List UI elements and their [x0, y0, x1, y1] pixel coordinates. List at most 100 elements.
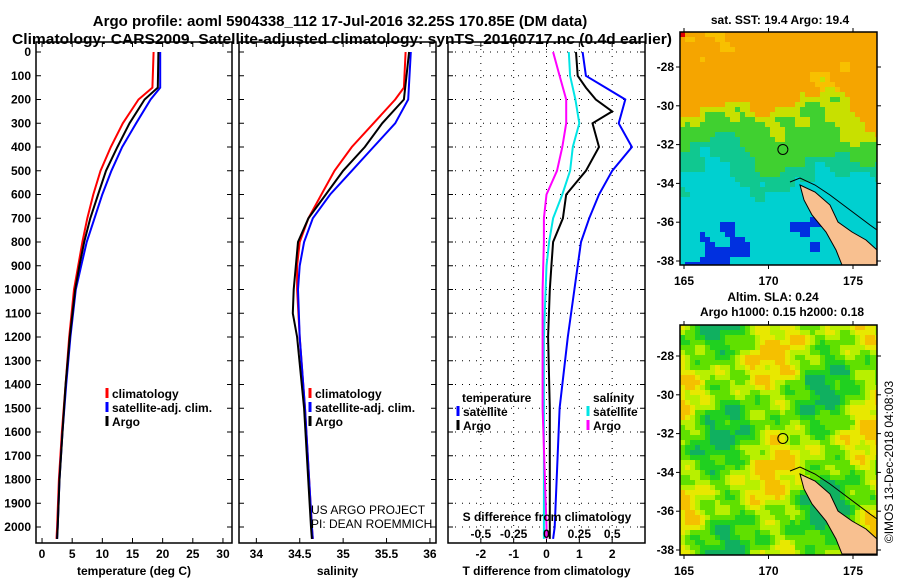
map-cell	[685, 545, 690, 550]
map-cell	[755, 400, 760, 405]
map-cell	[870, 395, 875, 400]
map-cell	[740, 167, 745, 172]
map-cell	[725, 117, 730, 122]
map-cell	[860, 470, 865, 475]
map-cell	[800, 47, 805, 52]
map-cell	[735, 545, 740, 550]
map-cell	[705, 505, 710, 510]
map-cell	[830, 325, 835, 330]
map-cell	[780, 390, 785, 395]
map-cell	[800, 345, 805, 350]
map-cell	[865, 137, 870, 142]
map-cell	[845, 395, 850, 400]
map-cell	[710, 415, 715, 420]
map-cell	[780, 162, 785, 167]
map-cell	[835, 485, 840, 490]
map-cell	[750, 82, 755, 87]
map-cell	[690, 405, 695, 410]
map-cell	[725, 72, 730, 77]
map-cell	[765, 460, 770, 465]
map-cell	[830, 112, 835, 117]
y-tick-label: 700	[11, 211, 31, 225]
map-cell	[770, 182, 775, 187]
map-cell	[840, 62, 845, 67]
map-cell	[730, 445, 735, 450]
map-cell	[785, 545, 790, 550]
map-cell	[775, 77, 780, 82]
map-cell	[800, 465, 805, 470]
map-cell	[875, 500, 877, 505]
map-cell	[855, 102, 860, 107]
map-cell	[815, 132, 820, 137]
map-cell	[805, 82, 810, 87]
map-cell	[805, 340, 810, 345]
map-cell	[705, 405, 710, 410]
map-cell	[835, 480, 840, 485]
map-cell	[805, 400, 810, 405]
map-cell	[725, 157, 730, 162]
map-cell	[745, 460, 750, 465]
map-cell	[700, 500, 705, 505]
map-cell	[870, 520, 875, 525]
map-cell	[870, 340, 875, 345]
map-cell	[855, 400, 860, 405]
map-cell	[680, 192, 685, 197]
map-cell	[835, 127, 840, 132]
map-cell	[825, 430, 830, 435]
map-cell	[770, 515, 775, 520]
map-cell	[695, 62, 700, 67]
map-cell	[755, 57, 760, 62]
map-cell	[830, 430, 835, 435]
map-cell	[785, 52, 790, 57]
map-cell	[685, 52, 690, 57]
map-cell	[815, 395, 820, 400]
map-cell	[875, 410, 877, 415]
map-cell	[840, 490, 845, 495]
map-cell	[825, 162, 830, 167]
map-cell	[715, 142, 720, 147]
map-cell	[865, 470, 870, 475]
map-cell	[875, 157, 877, 162]
map-cell	[805, 247, 810, 252]
x-tick-label: 10	[96, 547, 110, 561]
map-cell	[755, 132, 760, 137]
map-cell	[800, 460, 805, 465]
map-cell	[695, 222, 700, 227]
map-cell	[840, 400, 845, 405]
map-cell	[845, 62, 850, 67]
map-cell	[760, 62, 765, 67]
map-cell	[810, 32, 815, 37]
map-cell	[795, 167, 800, 172]
map-cell	[840, 72, 845, 77]
map-cell	[775, 535, 780, 540]
map-cell	[825, 390, 830, 395]
map-cell	[785, 77, 790, 82]
map-cell	[865, 237, 870, 242]
map-cell	[690, 525, 695, 530]
map-cell	[790, 445, 795, 450]
map-cell	[790, 137, 795, 142]
map-cell	[690, 47, 695, 52]
map-cell	[750, 530, 755, 535]
map-cell	[760, 122, 765, 127]
map-cell	[745, 167, 750, 172]
map-cell	[765, 132, 770, 137]
map-cell	[835, 505, 840, 510]
map-cell	[680, 122, 685, 127]
map-cell	[710, 142, 715, 147]
map-cell	[760, 222, 765, 227]
map-cell	[810, 395, 815, 400]
map-cell	[870, 505, 875, 510]
map-cell	[730, 475, 735, 480]
map-cell	[870, 187, 875, 192]
map-cell	[830, 202, 835, 207]
map-cell	[685, 112, 690, 117]
map-cell	[705, 545, 710, 550]
map-cell	[700, 152, 705, 157]
map-cell	[755, 440, 760, 445]
map-cell	[765, 47, 770, 52]
map-cell	[705, 172, 710, 177]
map-cell	[865, 202, 870, 207]
map-cell	[775, 515, 780, 520]
